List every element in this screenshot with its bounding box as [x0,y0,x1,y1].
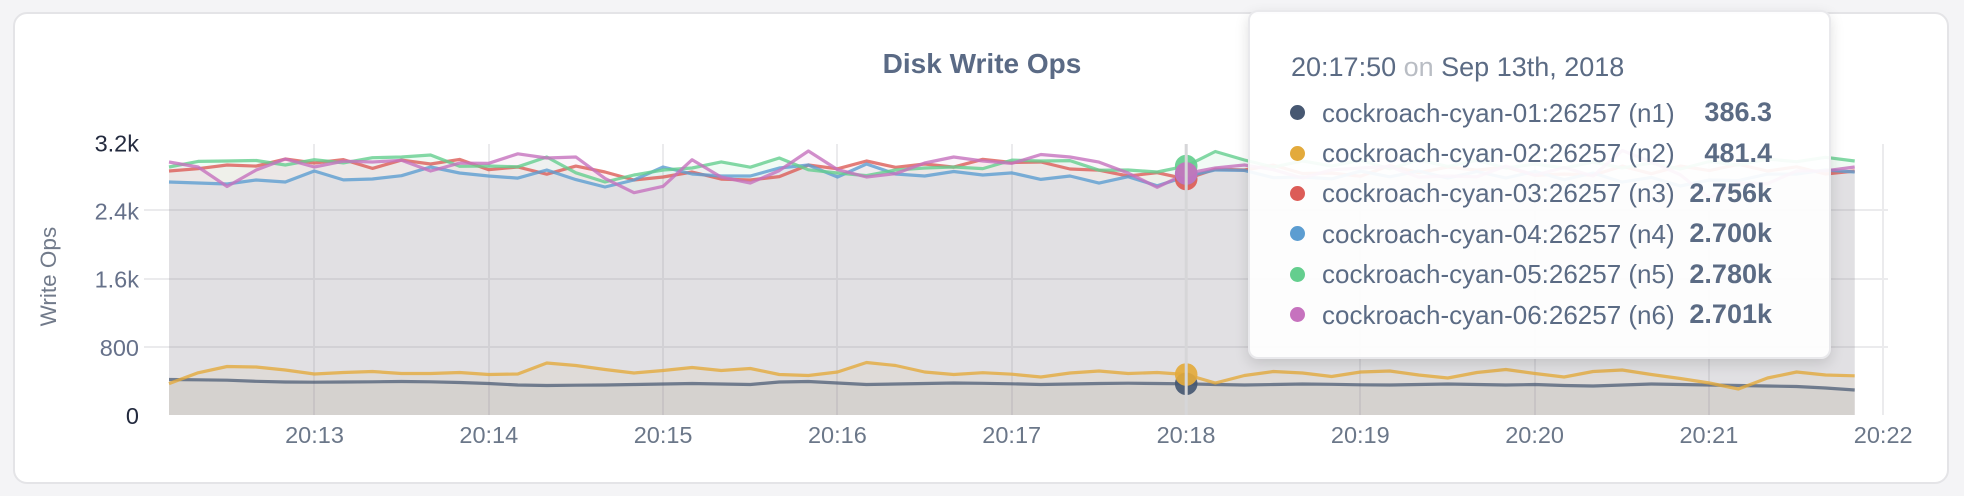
svg-text:0: 0 [126,403,139,429]
svg-text:20:22: 20:22 [1854,422,1913,448]
svg-text:20:16: 20:16 [808,422,867,448]
svg-text:20:21: 20:21 [1679,422,1738,448]
svg-text:20:13: 20:13 [285,422,344,448]
svg-text:20:17: 20:17 [982,422,1041,448]
svg-text:20:20: 20:20 [1505,422,1564,448]
svg-text:800: 800 [100,335,139,361]
svg-text:20:19: 20:19 [1331,422,1390,448]
svg-text:1.6k: 1.6k [95,267,140,293]
svg-text:20:14: 20:14 [459,422,518,448]
svg-text:Write Ops: Write Ops [36,227,61,327]
svg-text:2.4k: 2.4k [95,199,140,225]
svg-text:20:15: 20:15 [634,422,693,448]
svg-text:3.2k: 3.2k [95,131,140,157]
svg-text:20:18: 20:18 [1157,422,1216,448]
